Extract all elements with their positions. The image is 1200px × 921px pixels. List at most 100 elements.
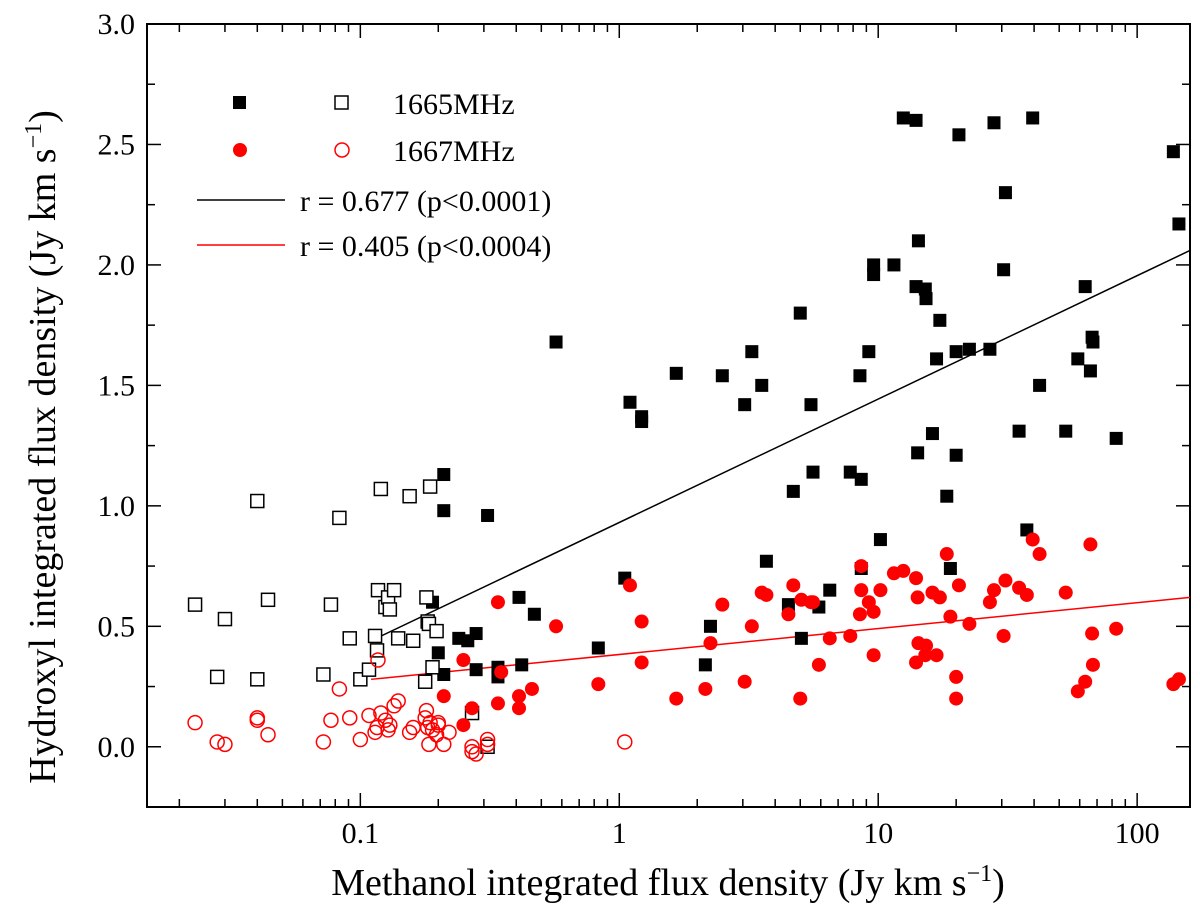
legend-marker-1667-open [334,142,350,158]
square-marker-open [373,481,389,497]
y-tick-label: 1.0 [98,490,136,523]
square-marker-filled [1166,145,1180,159]
square-marker-filled [469,627,483,641]
square-marker-filled [862,345,876,359]
square-marker-open [390,631,406,646]
square-marker-filled [1109,431,1123,445]
circle-marker-open [323,712,339,729]
fit-line-1667 [370,596,1191,681]
circle-marker-open [479,731,496,748]
circle-marker-open [370,652,386,668]
square-marker-filled [635,415,649,429]
square-marker-filled [998,186,1012,200]
square-marker-open [405,633,421,649]
square-marker-filled [591,641,605,655]
square-marker-filled [911,446,925,460]
circle-marker-open [421,736,437,753]
square-marker-filled [823,583,837,597]
square-marker-open [342,631,357,646]
legend: 1665MHz 1667MHz r = 0.677 (p<0.0001) r =… [197,88,551,263]
square-marker-open [417,674,433,689]
y-tick-label: 3.0 [98,8,136,41]
circle-marker-filled [1085,657,1100,672]
square-marker-filled [987,116,1001,130]
circle-marker-filled [512,701,527,716]
circle-marker-filled [910,590,925,605]
circle-marker-filled [996,628,1011,643]
circle-marker-open [405,719,421,736]
square-marker-filled [1026,111,1040,125]
square-marker-filled [759,554,773,568]
circle-marker-filled [806,595,821,610]
y-axis-title-tail: ) [22,110,64,123]
square-marker-filled [745,345,759,359]
square-marker-filled [949,448,963,462]
y-tick-label: 2.0 [98,249,136,282]
square-marker-filled [431,646,445,660]
square-marker-open [386,582,402,598]
square-marker-filled [623,395,637,409]
square-marker-filled [793,306,807,320]
legend-marker-1665-open [334,95,349,110]
circle-marker-filled [715,597,730,612]
legend-label-1667: 1667MHz [393,135,515,168]
circle-marker-filled [811,657,826,672]
circle-marker-filled [1070,684,1085,699]
circle-marker-filled [929,648,944,663]
circle-marker-filled [698,681,713,696]
y-tick-label: 1.5 [98,369,136,402]
circle-marker-open [377,712,394,729]
square-marker-filled [853,369,867,383]
x-axis-title-sup: −1 [967,861,993,887]
circle-marker-filled [1078,674,1093,689]
circle-marker-filled [854,559,869,574]
circle-marker-filled [786,578,801,593]
circle-marker-open [386,698,402,714]
square-marker-open [332,510,347,526]
square-marker-filled [1172,217,1186,231]
circle-marker-open [382,717,398,733]
square-marker-filled [549,335,563,349]
square-marker-filled [806,465,820,479]
square-marker-filled [469,663,483,677]
circle-marker-open [417,710,433,726]
y-tick-label: 0.5 [98,610,136,643]
circle-marker-filled [962,616,977,631]
circle-marker-filled [909,571,924,586]
square-marker-filled [794,631,808,645]
square-marker-filled [1059,424,1073,438]
circle-marker-filled [1109,621,1124,636]
circle-marker-filled [759,587,774,602]
fit-line-1665 [370,249,1191,642]
square-marker-filled [755,378,769,392]
circle-marker-open [422,714,438,731]
circle-marker-filled [456,718,471,733]
circle-marker-filled [494,665,509,680]
fit-lines [370,249,1191,681]
circle-marker-filled [737,674,752,689]
circle-marker-open [331,681,348,697]
square-marker-filled [1071,352,1085,366]
square-marker-filled [896,111,910,125]
circle-marker-open [418,702,435,719]
square-marker-filled [437,504,451,518]
circle-marker-filled [512,689,527,704]
square-marker-filled [1078,280,1092,294]
legend-label-1667-fit: r = 0.405 (p<0.0004) [300,230,551,263]
circle-marker-filled [591,677,606,692]
circle-marker-filled [822,631,837,646]
circle-marker-filled [1171,672,1186,687]
circle-marker-open [479,736,496,753]
legend-marker-1667-filled [233,143,247,157]
circle-marker-filled [634,655,649,670]
square-marker-open [260,592,276,608]
square-marker-filled [867,258,881,272]
circle-marker-filled [634,614,649,629]
square-marker-filled [1083,364,1097,378]
circle-marker-filled [524,681,539,696]
square-marker-open [361,662,377,677]
circle-marker-filled [951,578,966,593]
x-tick-label: 0.1 [342,817,380,850]
square-marker-filled [843,465,857,479]
